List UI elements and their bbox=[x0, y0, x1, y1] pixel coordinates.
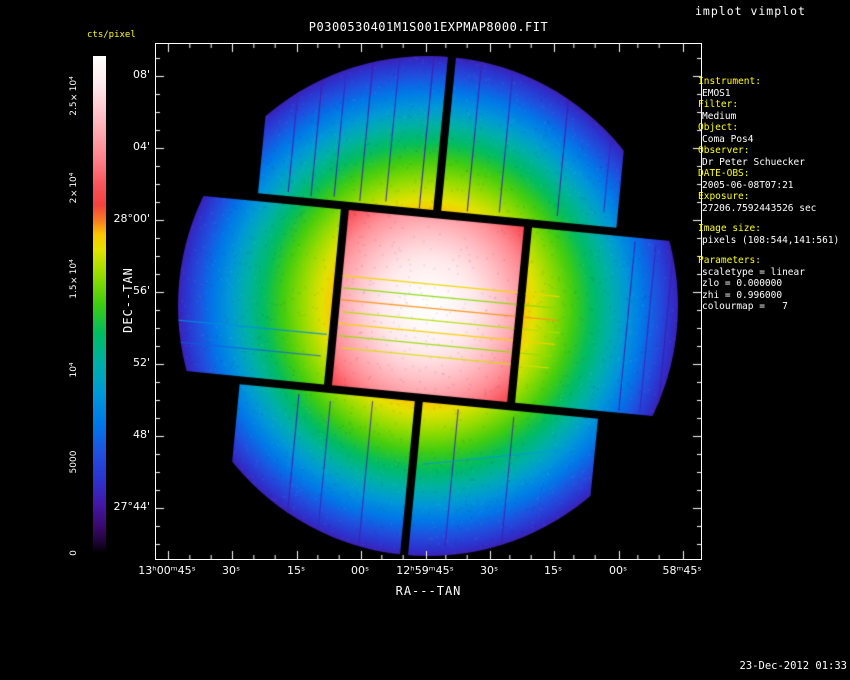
sidebar-field-label: Instrument: bbox=[698, 76, 761, 87]
y-tick-label: 04' bbox=[132, 140, 150, 153]
y-tick-label: 27°44' bbox=[113, 500, 150, 513]
sidebar-field-value: Dr Peter Schuecker bbox=[702, 156, 805, 168]
app-title: implot vimplot bbox=[695, 4, 806, 18]
x-tick-label: 15ˢ bbox=[286, 564, 306, 577]
sidebar-field-value: zhi = 0.996000 bbox=[702, 289, 783, 301]
x-tick-label: 00ˢ bbox=[608, 564, 628, 577]
x-tick-label: 13ʰ00ᵐ45ˢ bbox=[138, 564, 196, 577]
sidebar-field-label: Image size: bbox=[698, 223, 761, 234]
sidebar-field-label: Filter: bbox=[698, 99, 739, 110]
sidebar-field-label: Exposure: bbox=[698, 191, 750, 202]
colorbar-units-label: cts/pixel bbox=[87, 30, 136, 40]
sidebar-field-label: DATE-OBS: bbox=[698, 168, 750, 179]
sidebar-spacer bbox=[698, 246, 848, 255]
timestamp: 23-Dec-2012 01:33 bbox=[739, 660, 847, 672]
colorbar-tick-label: 0 bbox=[69, 550, 79, 556]
plot-title: P0300530401M1S001EXPMAP8000.FIT bbox=[308, 20, 549, 34]
sidebar-field-value: scaletype = linear bbox=[702, 266, 805, 278]
metadata-sidebar: Instrument: EMOS1 Filter: Medium Object: Coma… bbox=[698, 76, 848, 313]
sidebar-field-label: Observer: bbox=[698, 145, 750, 156]
colorbar-tick-label: 2×10⁴ bbox=[69, 172, 79, 204]
exposure-map-canvas bbox=[156, 44, 701, 559]
y-tick-label: 56' bbox=[132, 284, 150, 297]
colorbar-tick-label: 5000 bbox=[69, 450, 79, 474]
colorbar-tick-label: 10⁴ bbox=[69, 362, 79, 378]
x-tick-label: 30ˢ bbox=[221, 564, 241, 577]
sidebar-field-label: Object: bbox=[698, 122, 739, 133]
sidebar-field-value: colourmap = 7 bbox=[702, 301, 788, 312]
sidebar-spacer bbox=[698, 214, 848, 223]
y-tick-label: 08' bbox=[132, 68, 150, 81]
sidebar-field-value: pixels (108:544,141:561) bbox=[702, 234, 840, 246]
x-tick-label: 58ᵐ45ˢ bbox=[662, 564, 702, 577]
sidebar-field-value: 2005-06-08T07:21 bbox=[702, 179, 794, 191]
sidebar-field-value: Medium bbox=[702, 110, 737, 122]
y-tick-label: 48' bbox=[132, 428, 150, 441]
x-tick-label: 15ˢ bbox=[543, 564, 563, 577]
colorbar bbox=[93, 56, 106, 553]
x-tick-label: 30ˢ bbox=[479, 564, 499, 577]
sidebar-field-value: zlo = 0.000000 bbox=[702, 278, 783, 289]
x-axis-label: RA---TAN bbox=[395, 584, 462, 598]
x-tick-label: 12ʰ59ᵐ45ˢ bbox=[396, 564, 454, 577]
y-tick-label: 52' bbox=[132, 356, 150, 369]
colorbar-tick-label: 2.5×10⁴ bbox=[69, 76, 79, 116]
y-axis-label: DEC--TAN bbox=[121, 267, 135, 333]
sidebar-field-value: Coma Pos4 bbox=[702, 133, 754, 145]
x-tick-label: 00ˢ bbox=[350, 564, 370, 577]
y-tick-label: 28°00' bbox=[113, 212, 150, 225]
plot-frame bbox=[155, 43, 702, 560]
sidebar-field-value: EMOS1 bbox=[702, 87, 731, 99]
sidebar-field-value: 27206.7592443526 sec bbox=[702, 202, 817, 214]
sidebar-field-label: Parameters: bbox=[698, 255, 761, 266]
colorbar-tick-label: 1.5×10⁴ bbox=[69, 259, 79, 299]
